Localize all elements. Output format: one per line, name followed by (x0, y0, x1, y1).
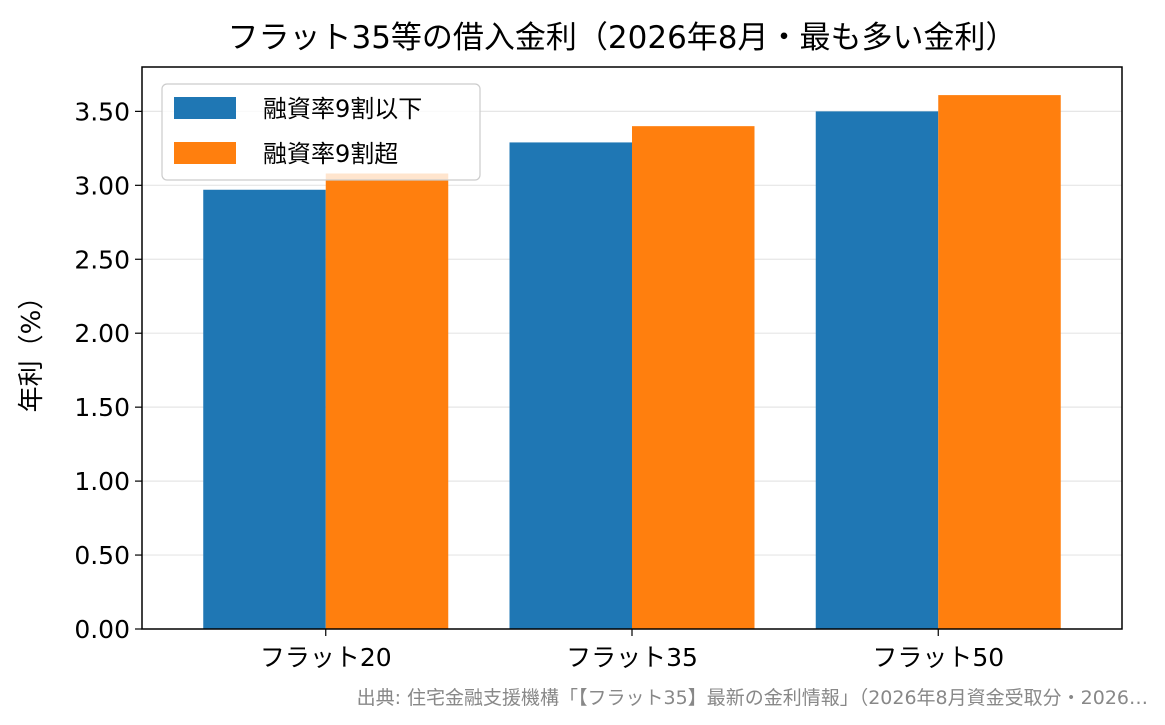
legend-swatch (174, 142, 236, 164)
bar-1-2 (509, 142, 632, 629)
x-tick-label: フラット50 (872, 643, 1004, 672)
source-note: 出典: 住宅金融支援機構「【フラット35】最新の金利情報」（2026年8月資金受… (357, 687, 1148, 709)
chart-title: フラット35等の借入金利（2026年8月・最も多い金利） (227, 20, 1016, 56)
legend-label: 融資率9割以下 (263, 95, 422, 123)
y-tick-label: 3.50 (74, 97, 130, 126)
y-tick-label: 3.00 (74, 171, 130, 200)
y-tick-label: 1.00 (74, 467, 130, 496)
bar-1-1 (203, 189, 326, 629)
bar-2-3 (938, 95, 1061, 630)
x-axis: フラット20 フラット35 フラット50 (260, 629, 1004, 672)
legend-label: 融資率9割超 (263, 140, 398, 168)
y-axis: 0.00 0.50 1.00 1.50 2.00 2.50 3.00 3.50 (74, 97, 142, 644)
y-axis-label: 年利（%） (17, 284, 47, 413)
y-tick-label: 0.00 (74, 615, 130, 644)
legend-box (161, 83, 481, 181)
y-tick-label: 2.00 (74, 319, 130, 348)
bars (203, 95, 1061, 630)
y-tick-label: 1.50 (74, 393, 130, 422)
legend-swatch (174, 97, 236, 119)
bar-2-2 (632, 126, 755, 629)
x-tick-label: フラット35 (566, 643, 698, 672)
x-tick-label: フラット20 (260, 643, 392, 672)
y-tick-label: 2.50 (74, 245, 130, 274)
bar-1-3 (815, 111, 939, 630)
y-tick-label: 0.50 (74, 541, 130, 570)
bar-2-1 (325, 173, 449, 630)
